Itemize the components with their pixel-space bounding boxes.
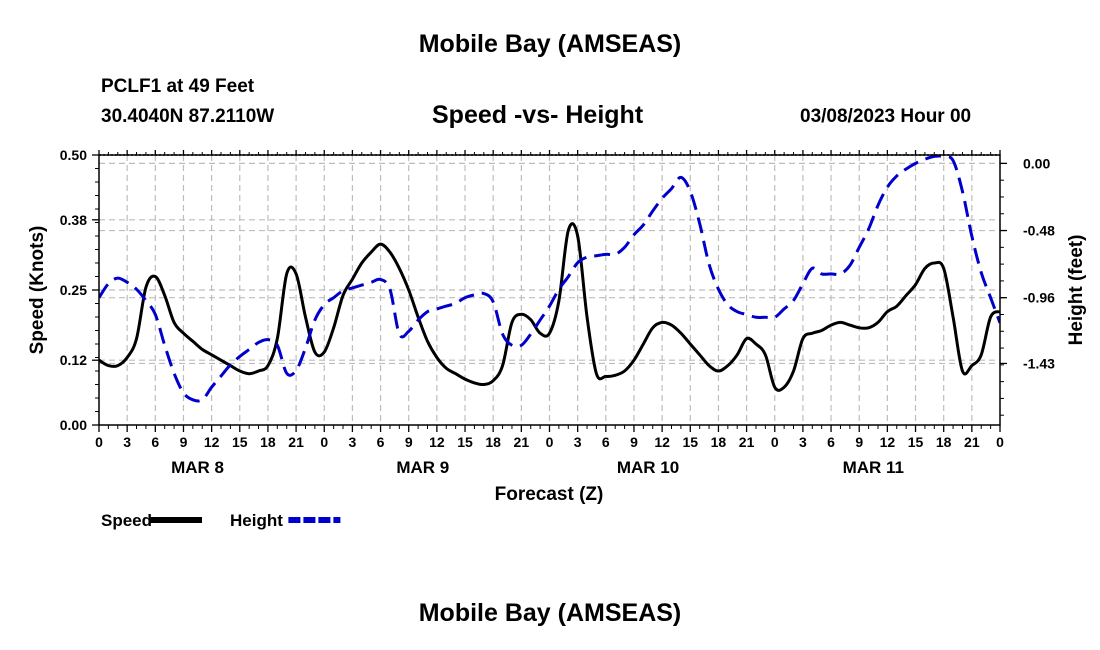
legend: Speed Height: [101, 511, 341, 530]
y-tick-label-right: -0.96: [1023, 290, 1055, 306]
day-label: MAR 8: [171, 458, 224, 477]
x-tick-label: 21: [288, 434, 304, 450]
x-tick-label: 0: [996, 434, 1004, 450]
x-tick-label: 6: [151, 434, 159, 450]
x-tick-label: 9: [855, 434, 863, 450]
chart-title: Mobile Bay (AMSEAS): [418, 30, 682, 58]
forecast-date: 03/08/2023 Hour 00: [800, 106, 972, 127]
plot-frame: [98, 154, 1001, 426]
footer-title: Mobile Bay (AMSEAS): [418, 599, 682, 627]
x-tick-label: 12: [429, 434, 445, 450]
x-tick-label: 0: [771, 434, 779, 450]
legend-label-speed: Speed: [101, 511, 152, 530]
x-tick-label: 9: [630, 434, 638, 450]
grid-lines: [99, 155, 1000, 425]
coordinates-label: 30.4040N 87.2110W: [101, 106, 275, 127]
x-tick-label: 12: [654, 434, 670, 450]
x-tick-label: 3: [799, 434, 807, 450]
y-tick-label-right: -1.43: [1023, 355, 1055, 371]
x-tick-label: 18: [936, 434, 952, 450]
series-line-height: [99, 155, 1000, 403]
y-axis-right-title: Height (feet): [1066, 235, 1087, 346]
x-tick-label: 21: [964, 434, 980, 450]
x-tick-label: 3: [123, 434, 131, 450]
axes: [92, 150, 1007, 432]
y-tick-label-left: 0.12: [60, 352, 87, 368]
y-tick-label-right: -0.48: [1023, 223, 1055, 239]
y-axis-left-title: Speed (Knots): [27, 226, 48, 355]
legend-label-height: Height: [230, 511, 283, 530]
y-tick-label-right: 0.00: [1023, 155, 1050, 171]
y-tick-label-left: 0.50: [60, 147, 87, 163]
y-tick-label-left: 0.25: [60, 282, 87, 298]
day-label: MAR 10: [617, 458, 679, 477]
x-tick-label: 18: [485, 434, 501, 450]
station-label: PCLF1 at 49 Feet: [101, 76, 255, 97]
x-tick-label: 6: [377, 434, 385, 450]
series-line-speed: [99, 222, 1000, 392]
x-tick-label: 0: [546, 434, 554, 450]
x-tick-label: 21: [739, 434, 755, 450]
x-tick-label: 6: [602, 434, 610, 450]
x-tick-label: 9: [405, 434, 413, 450]
x-tick-label: 15: [908, 434, 924, 450]
x-tick-label: 15: [232, 434, 248, 450]
x-tick-label: 0: [95, 434, 103, 450]
series-lines: [99, 155, 1000, 403]
day-label: MAR 9: [396, 458, 449, 477]
x-tick-label: 21: [514, 434, 530, 450]
x-tick-label: 3: [349, 434, 357, 450]
x-tick-label: 12: [204, 434, 220, 450]
x-tick-label: 6: [827, 434, 835, 450]
x-tick-label: 18: [260, 434, 276, 450]
axis-labels: 0 3 6 9 12 15 18 21 0 3 6 9 12 15 18 21 0 3 6 9 12 15 18 21 0 3 6 9…: [60, 147, 1055, 477]
x-axis-title: Forecast (Z): [495, 484, 604, 505]
chart-subtitle: Speed -vs- Height: [432, 101, 644, 129]
x-tick-label: 15: [457, 434, 473, 450]
x-tick-label: 0: [320, 434, 328, 450]
x-tick-label: 12: [880, 434, 896, 450]
y-tick-label-left: 0.38: [60, 212, 87, 228]
y-tick-label-left: 0.00: [60, 417, 87, 433]
x-tick-label: 9: [180, 434, 188, 450]
x-tick-label: 15: [682, 434, 698, 450]
day-label: MAR 11: [843, 458, 904, 477]
x-tick-label: 18: [711, 434, 727, 450]
x-tick-label: 3: [574, 434, 582, 450]
